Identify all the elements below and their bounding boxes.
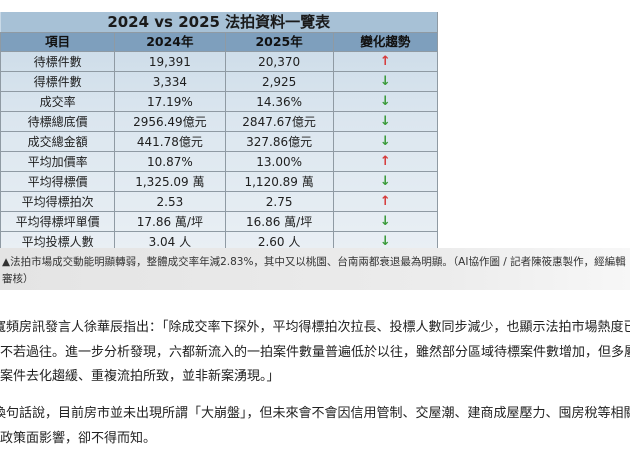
arrow-up-icon: ↑ bbox=[379, 54, 391, 69]
table-row: 平均得標坪單價 17.86 萬/坪 16.86 萬/坪 ↓ bbox=[0, 211, 439, 232]
row-2024-value: 2.53 bbox=[114, 191, 226, 212]
arrow-down-icon: ↓ bbox=[379, 234, 391, 249]
row-item: 平均得標坪單價 bbox=[0, 211, 116, 232]
row-2025-value: 20,370 bbox=[224, 51, 334, 72]
row-item: 得標件數 bbox=[0, 71, 116, 92]
arrow-up-icon: ↑ bbox=[379, 194, 391, 209]
row-2024-value: 17.19% bbox=[114, 91, 226, 112]
row-2025-value: 14.36% bbox=[224, 91, 334, 112]
row-item: 平均加價率 bbox=[0, 151, 116, 172]
header-item: 項目 bbox=[0, 32, 116, 52]
table-row: 平均得標拍次 2.53 2.75 ↑ bbox=[0, 191, 439, 212]
header-2025: 2025年 bbox=[224, 32, 334, 52]
row-item: 成交率 bbox=[0, 91, 116, 112]
table-header-row: 項目 2024年 2025年 變化趨勢 bbox=[0, 32, 439, 52]
table-title-row: 2024 vs 2025 法拍資料一覽表 bbox=[0, 12, 438, 33]
row-2024-value: 17.86 萬/坪 bbox=[114, 211, 226, 232]
row-trend: ↓ bbox=[332, 71, 439, 92]
row-2025-value: 1,120.89 萬 bbox=[224, 171, 334, 192]
article-paragraph: 寬頻房訊發言人徐華辰指出：「除成交率下探外，平均得標拍次拉長、投標人數同步減少，… bbox=[0, 320, 630, 384]
table-title: 2024 vs 2025 法拍資料一覽表 bbox=[0, 12, 438, 33]
row-item: 待標件數 bbox=[0, 51, 116, 72]
row-2025-value: 16.86 萬/坪 bbox=[224, 211, 334, 232]
header-trend: 變化趨勢 bbox=[332, 32, 439, 52]
table-row: 得標件數 3,334 2,925 ↓ bbox=[0, 71, 439, 92]
row-2024-value: 19,391 bbox=[114, 51, 226, 72]
row-item: 待標總底價 bbox=[0, 111, 116, 132]
row-item: 平均得標拍次 bbox=[0, 191, 116, 212]
row-item: 平均得標價 bbox=[0, 171, 116, 192]
table-row: 成交率 17.19% 14.36% ↓ bbox=[0, 91, 439, 112]
arrow-down-icon: ↓ bbox=[379, 94, 391, 109]
row-2024-value: 3,334 bbox=[114, 71, 226, 92]
row-2025-value: 2,925 bbox=[224, 71, 334, 92]
row-2025-value: 2847.67億元 bbox=[224, 111, 334, 132]
article-paragraph: 換句話說，目前房市並未出現所謂「大崩盤」，但未來會不會因信用管制、交屋潮、建商成… bbox=[0, 406, 630, 446]
row-trend: ↓ bbox=[332, 131, 439, 152]
auction-comparison-table: 2024 vs 2025 法拍資料一覽表 項目 2024年 2025年 變化趨勢… bbox=[0, 12, 439, 252]
table-row: 平均加價率 10.87% 13.00% ↑ bbox=[0, 151, 439, 172]
table-row: 平均得標價 1,325.09 萬 1,120.89 萬 ↓ bbox=[0, 171, 439, 192]
arrow-down-icon: ↓ bbox=[379, 214, 391, 229]
table-row: 待標件數 19,391 20,370 ↑ bbox=[0, 51, 439, 72]
table-row: 成交總金額 441.78億元 327.86億元 ↓ bbox=[0, 131, 439, 152]
header-2024: 2024年 bbox=[114, 32, 226, 52]
arrow-up-icon: ↑ bbox=[379, 154, 391, 169]
row-2025-value: 2.75 bbox=[224, 191, 334, 212]
row-2024-value: 2956.49億元 bbox=[114, 111, 226, 132]
row-2024-value: 441.78億元 bbox=[114, 131, 226, 152]
row-trend: ↓ bbox=[332, 111, 439, 132]
row-item: 成交總金額 bbox=[0, 131, 116, 152]
row-2024-value: 10.87% bbox=[114, 151, 226, 172]
arrow-down-icon: ↓ bbox=[379, 174, 391, 189]
arrow-down-icon: ↓ bbox=[379, 114, 391, 129]
row-2025-value: 327.86億元 bbox=[224, 131, 334, 152]
image-caption: ▲法拍市場成交動能明顯轉弱，整體成交率年減2.83%，其中又以桃園、台南兩都衰退… bbox=[0, 248, 630, 290]
comparison-table-image: 2024 vs 2025 法拍資料一覽表 項目 2024年 2025年 變化趨勢… bbox=[0, 12, 439, 252]
row-trend: ↓ bbox=[332, 171, 439, 192]
row-trend: ↓ bbox=[332, 211, 439, 232]
row-trend: ↓ bbox=[332, 91, 439, 112]
row-trend: ↑ bbox=[332, 191, 439, 212]
row-2025-value: 13.00% bbox=[224, 151, 334, 172]
arrow-down-icon: ↓ bbox=[379, 134, 391, 149]
row-2024-value: 1,325.09 萬 bbox=[114, 171, 226, 192]
row-trend: ↑ bbox=[332, 151, 439, 172]
arrow-down-icon: ↓ bbox=[379, 74, 391, 89]
table-figure: 2024 vs 2025 法拍資料一覽表 項目 2024年 2025年 變化趨勢… bbox=[0, 12, 630, 290]
row-trend: ↑ bbox=[332, 51, 439, 72]
table-row: 待標總底價 2956.49億元 2847.67億元 ↓ bbox=[0, 111, 439, 132]
